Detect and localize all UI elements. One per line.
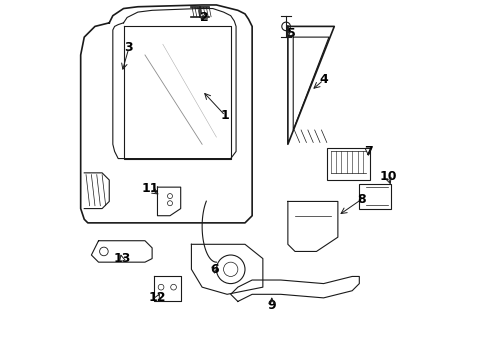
Text: 13: 13: [113, 252, 130, 265]
FancyBboxPatch shape: [327, 148, 370, 180]
Text: 2: 2: [199, 11, 208, 24]
Text: 6: 6: [210, 263, 219, 276]
Text: 1: 1: [221, 109, 230, 122]
Text: 3: 3: [124, 41, 133, 54]
Text: 12: 12: [149, 291, 166, 305]
Text: 11: 11: [142, 183, 159, 195]
Text: 4: 4: [319, 73, 328, 86]
Text: 8: 8: [357, 193, 366, 206]
Text: 5: 5: [287, 27, 296, 40]
FancyBboxPatch shape: [359, 184, 392, 208]
Text: 9: 9: [268, 298, 276, 311]
Text: 10: 10: [379, 170, 396, 183]
Text: 7: 7: [364, 145, 372, 158]
